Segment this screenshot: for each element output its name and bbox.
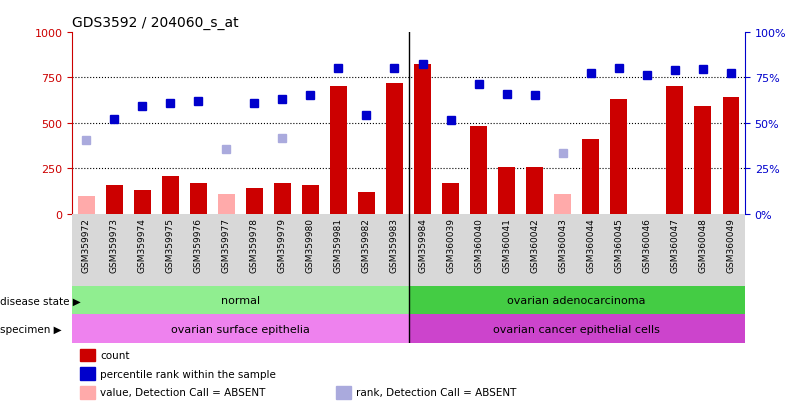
Text: GSM359974: GSM359974 [138, 218, 147, 273]
Text: GSM360044: GSM360044 [586, 218, 595, 273]
Bar [409, 287, 745, 315]
Bar [72, 287, 409, 315]
Bar [610, 100, 627, 214]
Text: GDS3592 / 204060_s_at: GDS3592 / 204060_s_at [72, 16, 239, 30]
Text: GSM359980: GSM359980 [306, 218, 315, 273]
Bar [190, 183, 207, 214]
Bar [330, 87, 347, 214]
Bar [582, 140, 599, 214]
Text: GSM360046: GSM360046 [642, 218, 651, 273]
Bar [554, 195, 571, 214]
Text: GSM359983: GSM359983 [390, 218, 399, 273]
Text: GSM360041: GSM360041 [502, 218, 511, 273]
Bar [414, 65, 431, 214]
Bar [358, 192, 375, 214]
Text: ovarian surface epithelia: ovarian surface epithelia [171, 324, 310, 334]
Text: GSM359976: GSM359976 [194, 218, 203, 273]
Bar [302, 185, 319, 214]
Text: ovarian cancer epithelial cells: ovarian cancer epithelial cells [493, 324, 660, 334]
Text: GSM360039: GSM360039 [446, 218, 455, 273]
Bar [274, 183, 291, 214]
Text: GSM359975: GSM359975 [166, 218, 175, 273]
Text: count: count [100, 350, 130, 360]
Text: GSM360048: GSM360048 [698, 218, 707, 273]
Text: GSM360042: GSM360042 [530, 218, 539, 273]
Text: ovarian adenocarcinoma: ovarian adenocarcinoma [508, 296, 646, 306]
Bar [498, 168, 515, 214]
Text: GSM360040: GSM360040 [474, 218, 483, 273]
Bar [723, 98, 739, 214]
Bar [666, 87, 683, 214]
Bar [246, 189, 263, 214]
Text: rank, Detection Call = ABSENT: rank, Detection Call = ABSENT [356, 387, 517, 397]
Bar [106, 185, 123, 214]
Text: percentile rank within the sample: percentile rank within the sample [100, 369, 276, 379]
Bar [526, 167, 543, 214]
Text: specimen ▶: specimen ▶ [0, 324, 62, 334]
Text: GSM359979: GSM359979 [278, 218, 287, 273]
Text: GSM359982: GSM359982 [362, 218, 371, 273]
Bar [162, 176, 179, 214]
Text: GSM360047: GSM360047 [670, 218, 679, 273]
Bar [134, 191, 151, 214]
Text: GSM360049: GSM360049 [727, 218, 735, 273]
Text: value, Detection Call = ABSENT: value, Detection Call = ABSENT [100, 387, 265, 397]
Text: GSM359972: GSM359972 [82, 218, 91, 273]
Text: GSM360043: GSM360043 [558, 218, 567, 273]
Text: disease state ▶: disease state ▶ [0, 296, 81, 306]
Text: GSM359984: GSM359984 [418, 218, 427, 273]
Text: normal: normal [221, 296, 260, 306]
Bar [694, 107, 711, 214]
Bar [470, 127, 487, 214]
Bar [218, 195, 235, 214]
Bar [409, 315, 745, 343]
Bar [72, 315, 409, 343]
Text: GSM360045: GSM360045 [614, 218, 623, 273]
Bar [78, 196, 95, 214]
Text: GSM359978: GSM359978 [250, 218, 259, 273]
Bar [386, 83, 403, 214]
Bar [442, 183, 459, 214]
Text: GSM359981: GSM359981 [334, 218, 343, 273]
Text: GSM359977: GSM359977 [222, 218, 231, 273]
Text: GSM359973: GSM359973 [110, 218, 119, 273]
